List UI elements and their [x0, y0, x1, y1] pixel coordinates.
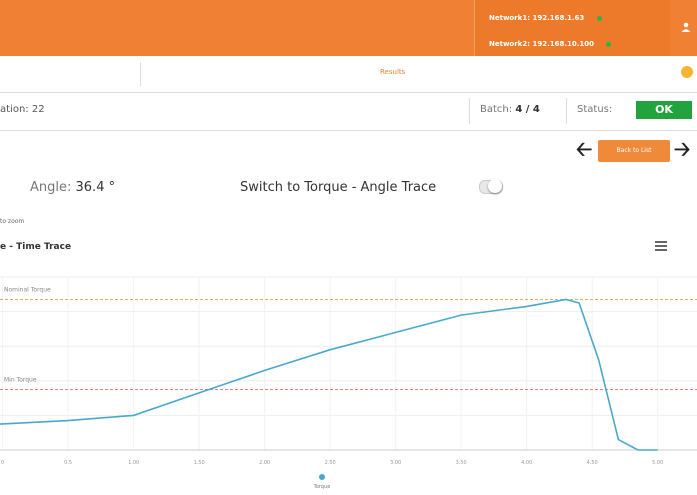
x-tick-label: 0 — [1, 460, 4, 466]
x-tick-label: 4.50 — [587, 460, 598, 466]
user-icon[interactable] — [681, 22, 691, 32]
x-axis-ticks: 0 0.5 1.00 1.50 2.00 2.50 3.00 3.50 4.00 4.50 5.00 — [1, 460, 663, 466]
zoom-hint: to zoom — [0, 218, 25, 225]
info-bar: ation: 22 Batch: 4 / 4 Status: OK — [0, 92, 697, 131]
station-label: ation: — [0, 104, 29, 115]
angle-value: 36.4 ° — [75, 180, 116, 195]
x-tick-label: 5.00 — [652, 460, 663, 466]
angle-label: Angle: — [30, 180, 72, 195]
arrow-left-icon[interactable]: 🡠 — [576, 137, 593, 161]
batch-value: 4 / 4 — [515, 104, 540, 115]
chart-grid — [0, 276, 697, 451]
trace-toggle[interactable] — [479, 179, 503, 194]
x-tick-label: 1.00 — [128, 460, 139, 466]
app-header: Network1: 192.168.1.63 Network2: 192.168… — [0, 0, 697, 56]
batch-label: Batch: — [480, 104, 513, 115]
network1-label: Network1: — [489, 14, 531, 22]
network1-status-dot — [596, 15, 602, 21]
divider — [469, 98, 470, 124]
tab-divider — [140, 62, 141, 86]
x-tick-label: 3.50 — [456, 460, 467, 466]
series-line-torque — [0, 298, 658, 451]
legend-marker — [319, 474, 325, 480]
alert-icon[interactable] — [681, 66, 693, 78]
status-badge: OK — [636, 101, 692, 119]
x-tick-label: 2.50 — [325, 460, 336, 466]
arrow-right-icon[interactable]: 🡢 — [674, 137, 691, 161]
threshold-label: Nominal Torque — [4, 286, 51, 293]
divider — [566, 98, 567, 124]
x-tick-label: 2.00 — [259, 460, 270, 466]
chart-title: e - Time Trace — [0, 242, 72, 252]
network2-status-dot — [606, 41, 612, 47]
batch-info: Batch: 4 / 4 — [480, 104, 540, 115]
tab-bar: Results — [0, 56, 697, 93]
network2-address: 192.168.10.100 — [532, 40, 595, 48]
network1-status: Network1: 192.168.1.63 — [489, 14, 602, 22]
network-status-panel: Network1: 192.168.1.63 Network2: 192.168… — [474, 0, 670, 56]
network2-status: Network2: 192.168.10.100 — [489, 40, 612, 48]
menu-icon[interactable] — [655, 241, 667, 251]
x-tick-label: 3.00 — [390, 460, 401, 466]
station-value: 22 — [31, 104, 45, 115]
chart-thresholds: Nominal Torque Min Torque — [0, 286, 697, 390]
threshold-label: Min Torque — [4, 376, 37, 383]
trace-switch-label: Switch to Torque - Angle Trace — [240, 180, 437, 195]
station-info: ation: 22 — [0, 104, 45, 115]
x-tick-label: 4.00 — [521, 460, 532, 466]
back-to-list-button[interactable]: Back to List — [598, 140, 670, 162]
network2-label: Network2: — [489, 40, 531, 48]
torque-time-chart: Nominal Torque Min Torque 0 0.5 1.00 1.50 2.0… — [0, 276, 697, 490]
chart-legend: Torque — [313, 474, 331, 490]
tab-results[interactable]: Results — [380, 68, 406, 76]
x-tick-label: 0.5 — [64, 460, 72, 466]
status-label: Status: — [577, 104, 613, 115]
x-tick-label: 1.50 — [194, 460, 205, 466]
network1-address: 192.168.1.63 — [532, 14, 585, 22]
toggle-knob — [488, 179, 502, 193]
angle-readout: Angle: 36.4 ° — [30, 180, 115, 195]
legend-label: Torque — [313, 484, 331, 490]
